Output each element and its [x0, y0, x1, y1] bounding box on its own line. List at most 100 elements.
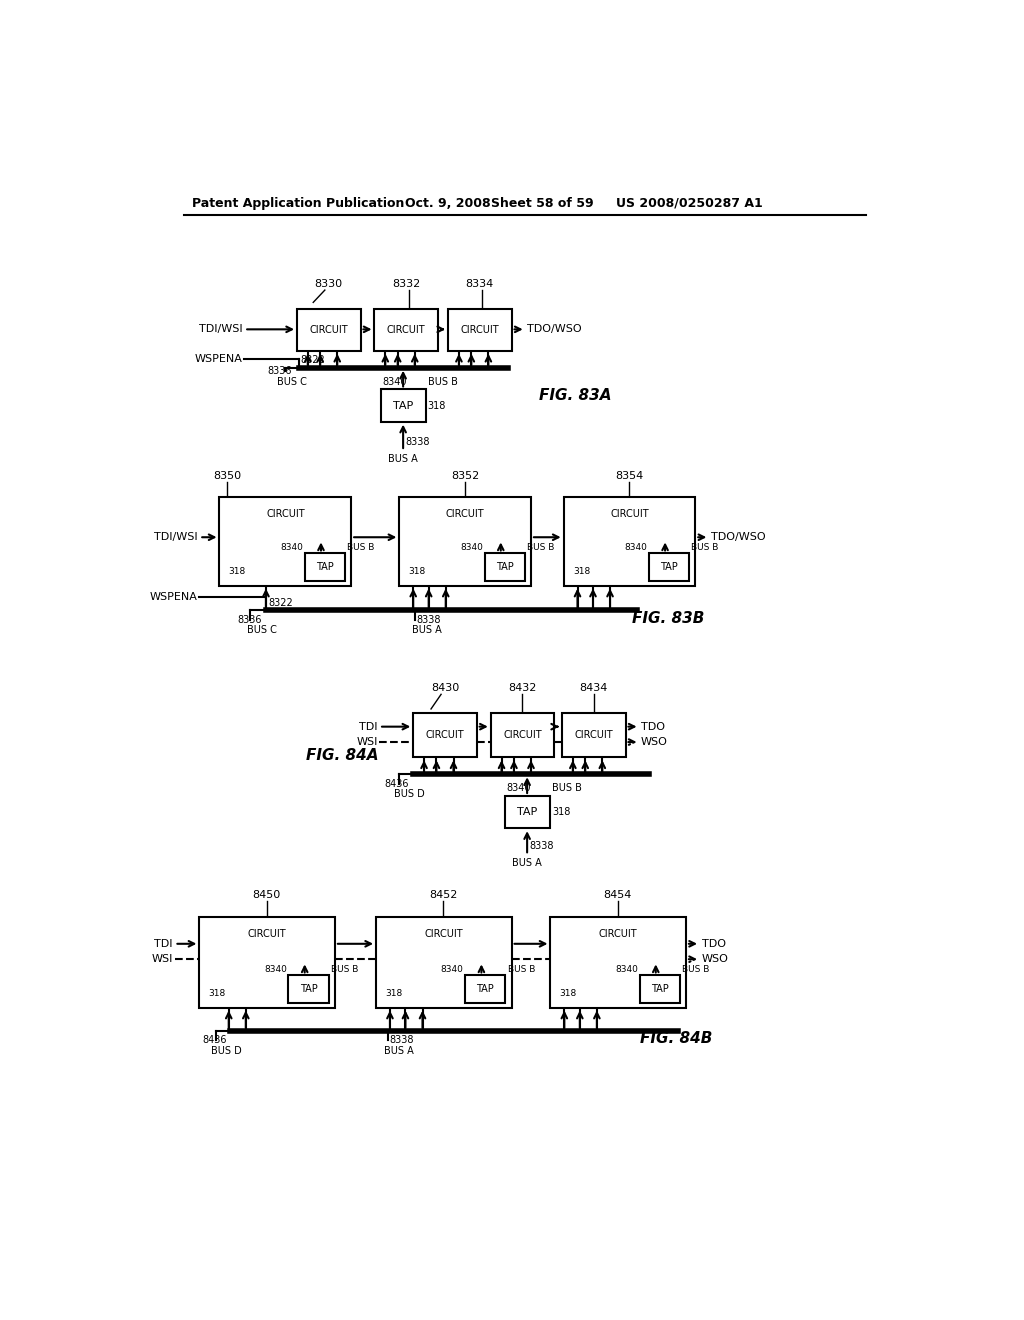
Text: BUS A: BUS A	[388, 454, 418, 463]
Text: 8336: 8336	[268, 366, 292, 376]
Text: 8354: 8354	[615, 471, 643, 480]
Text: 8454: 8454	[603, 890, 632, 900]
Text: 8340: 8340	[506, 783, 530, 793]
Text: WSO: WSO	[641, 737, 668, 747]
Text: 8322: 8322	[268, 598, 293, 607]
Text: 318: 318	[552, 807, 570, 817]
Text: CIRCUIT: CIRCUIT	[309, 325, 348, 335]
Text: 8340: 8340	[440, 965, 464, 974]
Text: CIRCUIT: CIRCUIT	[426, 730, 464, 741]
Bar	[399, 498, 531, 586]
Text: 8330: 8330	[314, 279, 343, 289]
Text: 8338: 8338	[529, 841, 554, 851]
Text: 8334: 8334	[466, 279, 494, 289]
Text: TDO/WSO: TDO/WSO	[527, 325, 582, 334]
Text: BUS B: BUS B	[508, 965, 536, 974]
Text: TAP: TAP	[393, 400, 414, 411]
Text: 8338: 8338	[389, 1035, 414, 1045]
Text: 8322: 8322	[300, 355, 325, 366]
Text: 318: 318	[209, 989, 226, 998]
Text: BUS B: BUS B	[682, 965, 710, 974]
Text: 318: 318	[228, 566, 246, 576]
Text: 318: 318	[560, 989, 577, 998]
Bar	[465, 975, 506, 1003]
Text: CIRCUIT: CIRCUIT	[445, 510, 484, 519]
Bar	[449, 309, 512, 351]
Text: BUS A: BUS A	[412, 626, 441, 635]
Text: BUS C: BUS C	[247, 626, 278, 635]
Text: BUS B: BUS B	[331, 965, 358, 974]
Text: 8340: 8340	[281, 543, 303, 552]
Text: CIRCUIT: CIRCUIT	[424, 929, 463, 939]
Bar	[376, 917, 512, 1007]
Text: 8340: 8340	[264, 965, 287, 974]
Text: Oct. 9, 2008: Oct. 9, 2008	[406, 197, 492, 210]
Bar	[484, 553, 524, 581]
Text: BUS B: BUS B	[691, 543, 719, 552]
Text: CIRCUIT: CIRCUIT	[610, 510, 649, 519]
Text: TAP: TAP	[300, 985, 317, 994]
Text: 8336: 8336	[238, 615, 262, 624]
Bar	[381, 389, 426, 422]
Text: TAP: TAP	[476, 985, 495, 994]
Text: CIRCUIT: CIRCUIT	[461, 325, 499, 335]
Text: FIG. 83B: FIG. 83B	[632, 611, 705, 626]
Text: CIRCUIT: CIRCUIT	[387, 325, 426, 335]
Text: TAP: TAP	[660, 562, 678, 573]
Text: WSI: WSI	[152, 954, 173, 964]
Text: BUS B: BUS B	[552, 783, 582, 793]
Text: CIRCUIT: CIRCUIT	[248, 929, 286, 939]
Text: 8450: 8450	[253, 890, 281, 900]
Bar	[375, 309, 438, 351]
Text: 8340: 8340	[625, 543, 647, 552]
Text: 8338: 8338	[406, 437, 430, 446]
Text: TDI: TDI	[155, 939, 173, 949]
Text: BUS D: BUS D	[211, 1045, 242, 1056]
Text: 8452: 8452	[429, 890, 458, 900]
Bar	[289, 975, 329, 1003]
Bar	[550, 917, 686, 1007]
Text: 318: 318	[385, 989, 402, 998]
Bar	[563, 498, 695, 586]
Text: CIRCUIT: CIRCUIT	[598, 929, 637, 939]
Bar	[505, 796, 550, 829]
Text: TDO: TDO	[701, 939, 725, 949]
Text: WSPENA: WSPENA	[195, 354, 243, 363]
Bar	[297, 309, 360, 351]
Text: WSPENA: WSPENA	[150, 591, 198, 602]
Text: BUS B: BUS B	[527, 543, 555, 552]
Text: 318: 318	[572, 566, 590, 576]
Text: CIRCUIT: CIRCUIT	[503, 730, 542, 741]
Text: 8332: 8332	[392, 279, 420, 289]
Bar	[649, 553, 689, 581]
Bar	[200, 917, 335, 1007]
Bar	[219, 498, 351, 586]
Text: 8436: 8436	[385, 779, 410, 788]
Text: Patent Application Publication: Patent Application Publication	[191, 197, 403, 210]
Text: 8434: 8434	[580, 684, 608, 693]
Text: TAP: TAP	[316, 562, 334, 573]
Text: FIG. 84A: FIG. 84A	[306, 747, 379, 763]
Text: 8430: 8430	[431, 684, 459, 693]
Text: TAP: TAP	[651, 985, 669, 994]
Text: 8352: 8352	[451, 471, 479, 480]
Text: 8340: 8340	[460, 543, 483, 552]
Text: BUS A: BUS A	[384, 1045, 414, 1056]
Text: TAP: TAP	[517, 807, 538, 817]
Bar	[562, 713, 626, 758]
Text: TAP: TAP	[496, 562, 513, 573]
Text: TDO/WSO: TDO/WSO	[711, 532, 765, 543]
Text: 8350: 8350	[213, 471, 242, 480]
Text: 318: 318	[409, 566, 426, 576]
Bar	[640, 975, 680, 1003]
Text: 8436: 8436	[202, 1035, 226, 1045]
Text: 8340: 8340	[382, 376, 407, 387]
Text: TDI/WSI: TDI/WSI	[199, 325, 243, 334]
Text: 8338: 8338	[417, 615, 440, 624]
Text: WSO: WSO	[701, 954, 728, 964]
Text: US 2008/0250287 A1: US 2008/0250287 A1	[616, 197, 763, 210]
Text: WSI: WSI	[356, 737, 378, 747]
Text: CIRCUIT: CIRCUIT	[574, 730, 613, 741]
Text: TDI: TDI	[359, 722, 378, 731]
Text: Sheet 58 of 59: Sheet 58 of 59	[490, 197, 593, 210]
